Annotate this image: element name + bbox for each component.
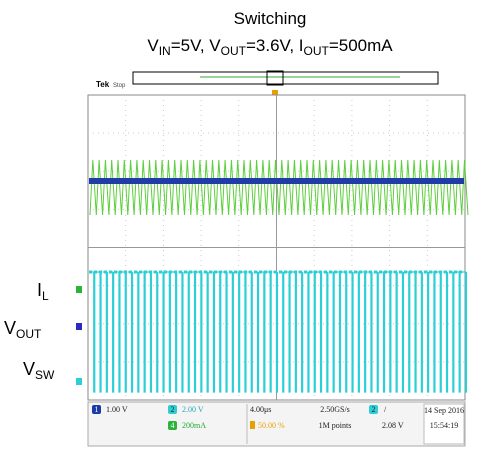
trigger-channel: 2 <box>372 405 376 414</box>
condition-part: V <box>147 36 159 55</box>
channel-label: IL <box>37 280 49 303</box>
scope-figure: Switching VIN=5V, VOUT=3.6V, IOUT=500mA … <box>0 0 483 448</box>
condition-part: IN <box>159 44 171 58</box>
channel-marker <box>76 378 82 385</box>
trigger-level: 2.08 V <box>382 421 404 430</box>
condition-part: OUT <box>304 44 330 58</box>
status-bar: 1 1.00 V 2 2.00 V 4 200mA 4.00μs 50.00 %… <box>88 402 465 446</box>
ch-scale: 1.00 V <box>106 405 128 414</box>
condition-part: =5V, V <box>171 36 222 55</box>
brand: Tek <box>96 80 110 89</box>
record-bar <box>133 72 438 84</box>
output-voltage <box>89 178 464 184</box>
sample-rate: 2.50GS/s <box>320 405 350 414</box>
date: 14 Sep 2016 <box>424 406 464 415</box>
ch-number: 2 <box>171 405 175 414</box>
condition-part: =500mA <box>329 36 393 55</box>
record-length: 1M points <box>319 421 352 430</box>
condition-part: OUT <box>221 44 247 58</box>
offset-icon <box>250 421 255 429</box>
condition-part: =3.6V, I <box>246 36 304 55</box>
conditions: VIN=5V, VOUT=3.6V, IOUT=500mA <box>147 36 393 58</box>
ch-number: 4 <box>171 421 175 430</box>
offset: 50.00 % <box>258 421 285 430</box>
time: 15:54:19 <box>430 421 458 430</box>
channel-label: VSW <box>23 359 55 382</box>
title: Switching <box>234 9 307 28</box>
channel-labels: IL VOUT VSW <box>4 280 82 385</box>
channel-marker <box>76 323 82 330</box>
timebase: 4.00μs <box>250 405 271 414</box>
channel-label: VOUT <box>4 318 42 341</box>
ch-scale: 2.00 V <box>182 405 204 414</box>
ch-scale: 200mA <box>182 421 206 430</box>
channel-marker <box>76 286 82 293</box>
acq-state: Stop <box>113 83 126 89</box>
ch-number: 1 <box>95 405 99 414</box>
